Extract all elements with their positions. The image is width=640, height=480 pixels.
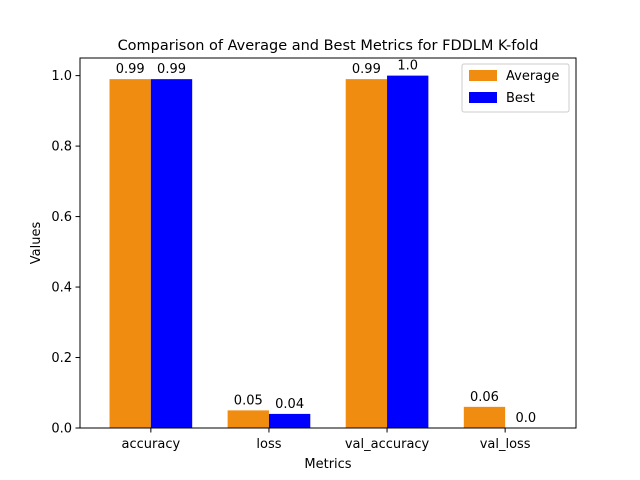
x-tick-label-val-loss: val_loss: [480, 437, 531, 452]
chart-title: Comparison of Average and Best Metrics f…: [118, 38, 539, 54]
data-label-average-accuracy: 0.99: [116, 62, 145, 77]
x-tick-label-loss: loss: [256, 437, 281, 452]
legend-swatch-average: [469, 70, 497, 81]
data-label-best-loss: 0.04: [275, 397, 304, 412]
data-label-best-val-loss: 0.0: [515, 411, 536, 426]
bar-best-loss: [268, 413, 311, 428]
data-label-average-val-loss: 0.06: [470, 390, 499, 405]
legend-swatch-best: [469, 92, 497, 103]
x-axis-label: Metrics: [304, 457, 351, 472]
legend-label-average: Average: [506, 69, 559, 84]
y-tick-label: 0.6: [51, 210, 72, 225]
data-label-best-val-accuracy: 1.0: [397, 59, 418, 74]
bar-average-val-loss: [463, 406, 506, 428]
legend-label-best: Best: [506, 91, 535, 106]
x-tick-label-val-accuracy: val_accuracy: [345, 437, 430, 452]
y-tick-label: 0.0: [51, 422, 72, 437]
bar-average-val-accuracy: [345, 79, 388, 429]
y-tick-label: 0.4: [51, 281, 72, 296]
y-axis-label: Values: [29, 222, 44, 265]
bar-best-accuracy: [150, 79, 193, 429]
legend: Average Best: [461, 63, 570, 113]
y-tick-label: 0.2: [51, 351, 72, 366]
y-tick-label: 0.8: [51, 140, 72, 155]
bar-average-accuracy: [109, 79, 151, 429]
y-tick-label: 1.0: [51, 69, 72, 84]
bar-best-val-accuracy: [387, 75, 429, 428]
data-label-best-accuracy: 0.99: [157, 62, 186, 77]
data-label-average-loss: 0.05: [234, 393, 263, 408]
data-label-average-val-accuracy: 0.99: [352, 62, 381, 77]
bar-average-loss: [227, 410, 269, 428]
plot-frame: [79, 57, 577, 429]
x-tick-label-accuracy: accuracy: [122, 437, 181, 452]
